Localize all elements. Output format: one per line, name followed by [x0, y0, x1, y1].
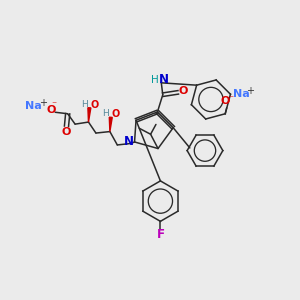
Text: N: N	[124, 136, 134, 148]
Text: H: H	[151, 75, 159, 85]
Text: O: O	[46, 105, 56, 115]
Text: O: O	[112, 109, 120, 119]
Text: +: +	[247, 85, 254, 96]
Text: O: O	[62, 127, 71, 136]
Text: O: O	[91, 100, 99, 110]
Text: ⁻: ⁻	[228, 94, 233, 104]
Text: O: O	[220, 96, 230, 106]
Text: ⁻: ⁻	[51, 101, 57, 111]
Polygon shape	[88, 108, 91, 122]
Text: N: N	[159, 74, 169, 86]
Text: O: O	[178, 86, 188, 96]
Polygon shape	[109, 117, 112, 132]
Text: F: F	[156, 228, 164, 241]
Text: Na: Na	[232, 88, 249, 99]
Text: H: H	[81, 100, 87, 109]
Text: +: +	[39, 98, 47, 108]
Text: H: H	[102, 109, 109, 118]
Text: Na: Na	[26, 101, 42, 111]
